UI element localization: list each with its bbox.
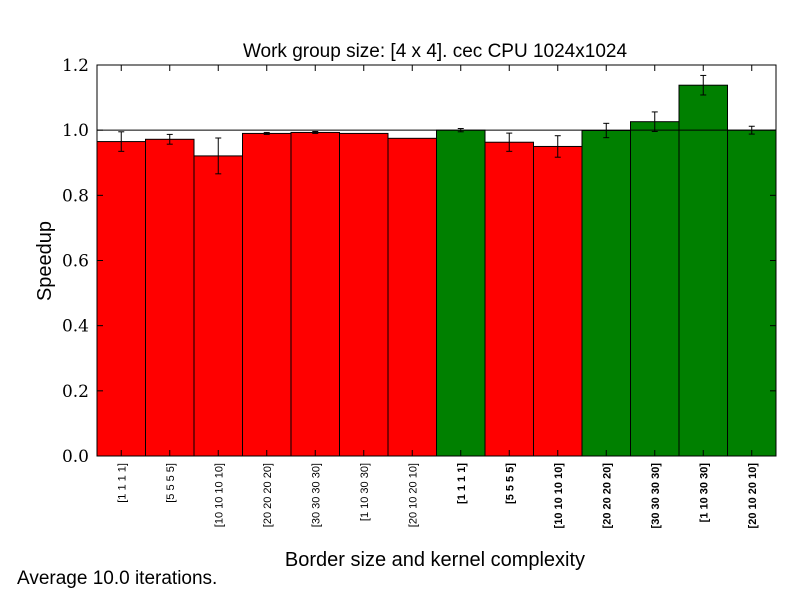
- x-tick-label: [30 30 30 30]: [650, 463, 662, 529]
- x-tick-label: [20 20 20 20]: [262, 463, 274, 527]
- bars-group: [96, 84, 777, 457]
- x-tick-label: [20 20 20 20]: [601, 463, 613, 529]
- error-bar-2: [166, 133, 173, 145]
- bar-12: [630, 121, 680, 457]
- error-bar-1: [118, 131, 125, 152]
- bar-10: [533, 145, 583, 457]
- x-tick-label: [10 10 10 10]: [213, 463, 225, 527]
- y-axis-ticks: 0.0 0.2 0.4 0.6 0.8 1.0 1.2: [62, 56, 776, 467]
- bar-5: [290, 131, 340, 457]
- x-tick-label: [1 1 1 1]: [116, 463, 128, 503]
- x-tick-label: [5 5 5 5]: [504, 463, 516, 504]
- y-tick-label: 0.4: [62, 317, 89, 337]
- bar-2: [145, 138, 195, 457]
- bar-1: [96, 141, 146, 457]
- y-tick-label: 0.2: [62, 382, 89, 402]
- bar-6: [339, 132, 389, 457]
- x-tick-label: [1 10 30 30]: [698, 463, 710, 523]
- bar-14: [727, 129, 777, 457]
- bar-8: [436, 129, 486, 457]
- bar-4: [242, 132, 292, 457]
- y-tick-label: 0.6: [62, 252, 89, 272]
- error-bar-12: [651, 111, 658, 132]
- y-tick-label: 0.8: [62, 186, 89, 206]
- x-tick-label: [20 10 20 10]: [407, 463, 419, 527]
- error-bar-4: [263, 131, 270, 135]
- bar-9: [484, 141, 534, 457]
- y-tick-label: 1.2: [62, 56, 89, 76]
- chart-title: Work group size: [4 x 4]. cec CPU 1024x1…: [243, 41, 627, 62]
- y-tick-label: 1.0: [62, 121, 89, 141]
- x-tick-label: [1 10 30 30]: [359, 463, 371, 521]
- error-bar-10: [554, 135, 561, 158]
- x-tick-label: [20 10 20 10]: [747, 463, 759, 529]
- bar-13: [678, 84, 728, 457]
- bar-3: [193, 155, 243, 457]
- x-tick-label: [10 10 10 10]: [553, 463, 565, 529]
- y-axis-label: Speedup: [34, 221, 56, 301]
- x-tick-label: [1 1 1 1]: [456, 463, 468, 504]
- x-tick-label: [5 5 5 5]: [165, 463, 177, 503]
- error-bar-13: [700, 74, 707, 96]
- x-axis-ticks: [1 1 1 1] [5 5 5 5] [10 10 10 10] [20 20 20…: [116, 65, 759, 528]
- error-bar-5: [312, 130, 319, 134]
- bar-11: [581, 129, 631, 457]
- y-tick-label: 0.0: [62, 447, 89, 467]
- error-bar-9: [506, 132, 513, 152]
- x-tick-label: [30 30 30 30]: [310, 463, 322, 527]
- iterations-footnote: Average 10.0 iterations.: [17, 568, 218, 589]
- x-axis-label: Border size and kernel complexity: [285, 549, 585, 571]
- error-bar-3: [215, 137, 222, 175]
- bar-7: [387, 137, 437, 457]
